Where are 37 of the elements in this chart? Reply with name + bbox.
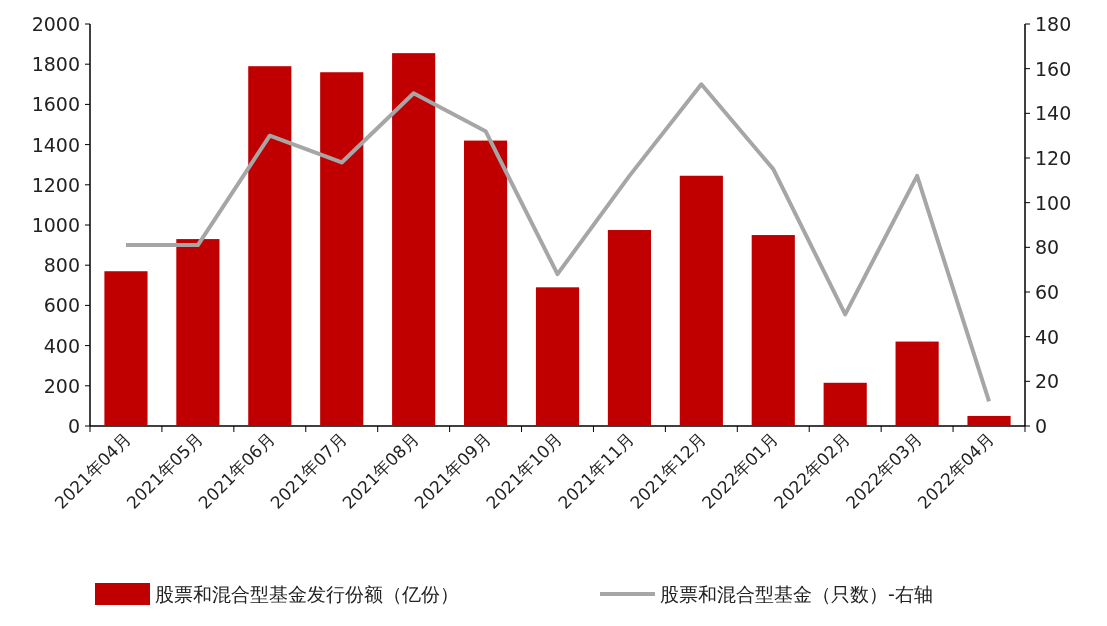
y-tick-label: 600 — [43, 294, 80, 317]
y-tick-label: 1200 — [31, 173, 80, 196]
legend-label: 股票和混合型基金发行份额（亿份） — [155, 583, 459, 605]
bar — [823, 382, 867, 426]
bar — [320, 72, 364, 426]
y2-tick-label: 160 — [1035, 57, 1072, 80]
bar — [679, 175, 723, 426]
y-tick-label: 0 — [67, 415, 80, 437]
bar — [176, 239, 220, 426]
bar — [751, 235, 795, 426]
bar — [895, 341, 939, 426]
bar — [104, 271, 148, 426]
y-tick-label: 1000 — [31, 214, 80, 236]
y-tick-label: 2000 — [31, 13, 80, 35]
bar — [464, 140, 508, 426]
y2-tick-label: 0 — [1035, 415, 1048, 437]
y-tick-label: 400 — [43, 334, 80, 357]
bar — [967, 415, 1011, 426]
bar — [248, 66, 292, 426]
y-tick-label: 200 — [43, 374, 80, 397]
y2-tick-label: 100 — [1035, 191, 1072, 214]
y-tick-label: 1800 — [31, 53, 80, 76]
y2-tick-label: 120 — [1035, 147, 1072, 169]
line-series — [123, 82, 992, 404]
bar — [607, 230, 651, 426]
bar — [535, 287, 580, 426]
y2-tick-label: 60 — [1035, 281, 1060, 303]
y2-tick-label: 20 — [1035, 370, 1060, 393]
y2-tick-label: 180 — [1035, 13, 1072, 35]
y-tick-label: 1600 — [31, 93, 80, 116]
y-tick-label: 1400 — [31, 133, 80, 156]
y2-tick-label: 40 — [1035, 325, 1060, 348]
y-tick-label: 800 — [43, 254, 80, 277]
bar — [392, 53, 436, 426]
y2-tick-label: 140 — [1035, 102, 1072, 125]
legend-label: 股票和混合型基金（只数）-右轴 — [660, 583, 933, 605]
y2-tick-label: 80 — [1035, 236, 1060, 259]
